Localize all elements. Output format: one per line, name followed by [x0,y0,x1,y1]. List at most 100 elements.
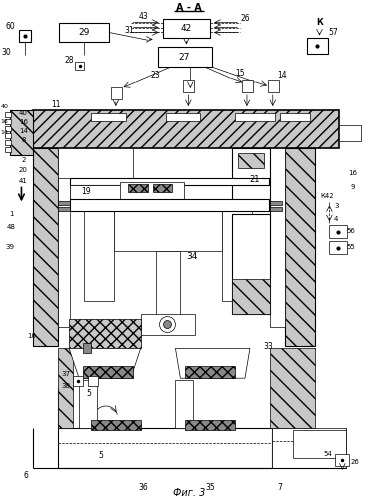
Bar [69,318,141,348]
Bar [329,225,347,238]
Text: 2: 2 [21,156,26,162]
Bar [128,184,148,192]
Bar [268,80,279,92]
Text: 37: 37 [62,371,71,377]
Bar [232,214,270,314]
Text: 34: 34 [187,252,198,262]
Text: 16: 16 [1,120,8,124]
Text: 26: 26 [351,458,360,464]
Text: 48: 48 [7,224,16,230]
Text: 57: 57 [328,28,338,37]
Bar [5,140,11,144]
Bar [5,146,11,152]
Text: 10: 10 [27,334,36,340]
Text: А - А: А - А [177,2,202,12]
Text: 29: 29 [78,28,90,37]
Bar [238,152,264,168]
Text: 19: 19 [81,187,91,196]
Bar [83,344,91,353]
Bar [70,200,269,211]
Text: 9: 9 [350,184,355,190]
Bar [114,212,222,251]
Bar [73,376,83,386]
Polygon shape [69,348,141,378]
Circle shape [160,316,175,332]
Text: 54: 54 [323,450,332,456]
Bar [58,148,133,178]
Bar [75,62,84,70]
Bar [272,428,346,468]
Bar [111,87,122,99]
Bar [20,30,31,42]
Bar [91,420,141,430]
Bar [270,348,314,428]
Text: К: К [316,18,323,27]
Bar [293,430,346,458]
Bar [59,22,109,42]
Text: 40: 40 [1,104,9,110]
Text: 1: 1 [9,212,14,218]
Bar [58,428,272,468]
Bar [83,366,133,378]
Text: 4: 4 [334,216,339,222]
Bar [5,126,11,131]
Bar [339,125,361,141]
Bar [120,182,184,200]
Bar [166,113,200,121]
Text: 7: 7 [277,483,282,492]
Text: 36: 36 [139,483,149,492]
Text: 11: 11 [51,100,61,110]
Text: 14: 14 [277,70,287,80]
Text: 16: 16 [348,170,357,175]
Bar [270,208,282,212]
Bar [58,208,70,212]
Bar [183,80,194,92]
Bar [5,112,11,117]
Bar [79,380,97,428]
Text: 5: 5 [87,388,91,398]
Bar [270,202,282,205]
Bar [242,80,253,92]
Text: 33: 33 [263,342,273,351]
Bar [163,18,210,38]
Bar [70,178,269,186]
Bar [232,148,270,216]
Text: 41: 41 [19,178,28,184]
Text: 3: 3 [334,204,339,210]
Bar [335,454,349,466]
Bar [235,113,275,121]
Text: 39: 39 [5,244,14,250]
Text: Фиг. 3: Фиг. 3 [173,488,206,498]
Bar [5,133,11,138]
Bar [70,186,130,208]
Text: 6: 6 [24,471,29,480]
Text: 38: 38 [62,383,71,389]
Bar [185,420,235,430]
Bar [153,184,172,192]
Bar [222,212,252,300]
Text: 30: 30 [2,48,11,57]
Text: 56: 56 [347,228,356,234]
Bar [156,251,180,320]
Text: 8: 8 [21,137,26,143]
Text: К42: К42 [321,194,334,200]
Text: 42: 42 [181,24,192,33]
Text: 23: 23 [151,70,160,80]
Text: 43: 43 [139,12,149,21]
Text: 60: 60 [6,22,15,31]
Bar [158,48,212,68]
Bar [141,314,195,336]
Text: 40: 40 [19,110,28,116]
Text: 16: 16 [19,119,28,125]
Text: 5: 5 [99,451,103,460]
Bar [84,212,114,300]
Bar [58,148,70,326]
Text: 35: 35 [205,483,215,492]
Bar [33,148,58,346]
Text: 27: 27 [179,53,190,62]
Bar [33,110,339,148]
Text: 55: 55 [347,244,356,250]
Text: 14: 14 [19,128,28,134]
Text: 28: 28 [64,56,74,65]
Circle shape [164,320,172,328]
